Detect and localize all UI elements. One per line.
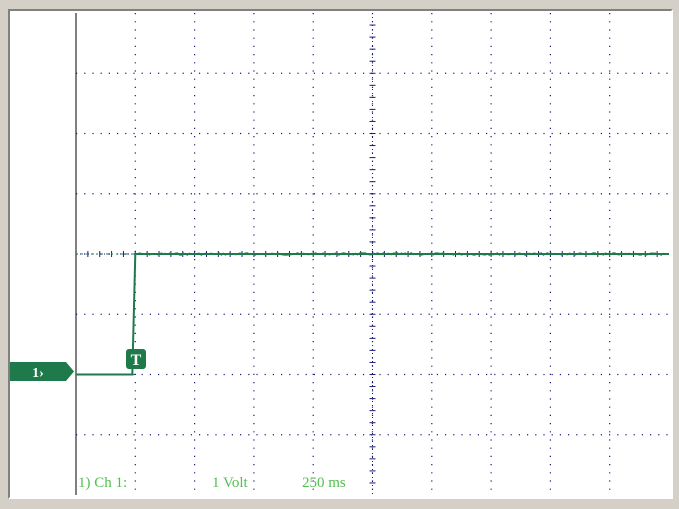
channel-1-label: 1› [32,366,44,381]
trigger-label: T [131,352,142,369]
readout-time-per-div: 250 ms [302,475,346,491]
channel-1-marker[interactable]: 1› [10,362,74,381]
scope-display: 1› T 1) Ch 1: 1 Volt 250 ms [10,11,671,497]
scope-display-frame: 1› T 1) Ch 1: 1 Volt 250 ms [8,9,673,499]
signal-trace [76,253,669,376]
trigger-marker[interactable]: T [126,349,146,369]
readout-channel: 1) Ch 1: [78,475,127,491]
signal-trace-group [76,251,669,376]
readout-volts-per-div: 1 Volt [212,475,249,491]
signal-trace-noise [135,251,668,257]
